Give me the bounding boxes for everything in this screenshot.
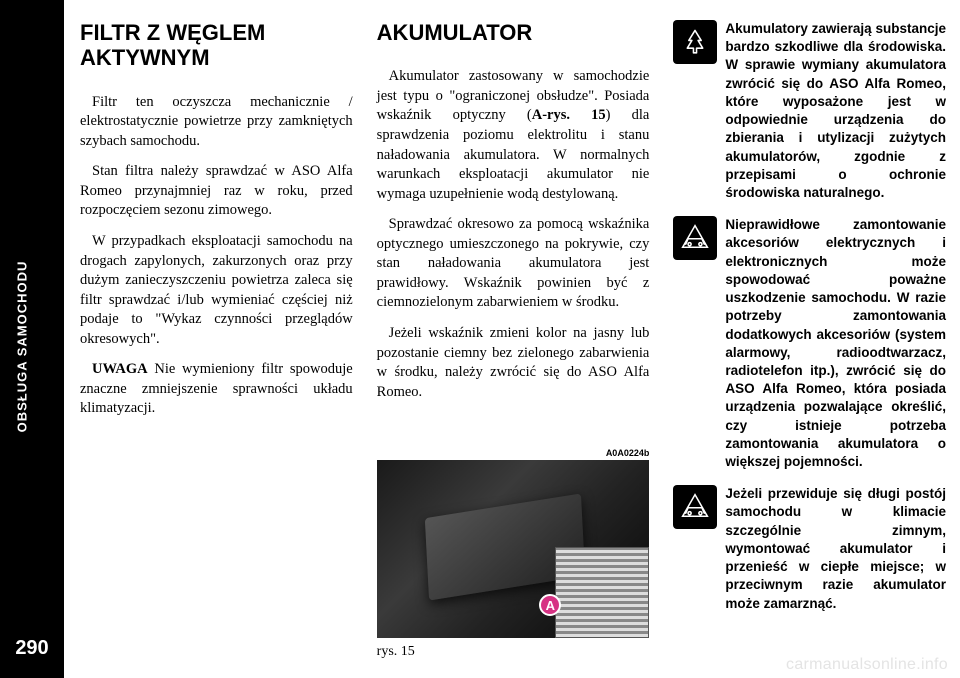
column-1: FILTR Z WĘGLEM AKTYWNYM Filtr ten oczysz… xyxy=(80,20,353,660)
page-content: FILTR Z WĘGLEM AKTYWNYM Filtr ten oczysz… xyxy=(80,20,946,660)
figure-caption: rys. 15 xyxy=(377,644,650,660)
figure-15: A0A0224b A rys. 15 xyxy=(377,448,650,660)
warning-cold-storage: Jeżeli przewiduje się długi postój samoc… xyxy=(673,485,946,613)
para: Sprawdzać okresowo za pomocą wskaźnika o… xyxy=(377,215,650,313)
column-3: Akumulatory zawierają substancje bardzo … xyxy=(673,20,946,660)
battery-photo: A xyxy=(377,460,650,638)
car-warning-icon xyxy=(673,485,717,529)
page-number: 290 xyxy=(0,637,64,660)
warning-recycle: Akumulatory zawierają substancje bardzo … xyxy=(673,20,946,202)
note-label: UWAGA xyxy=(92,361,148,377)
warning-text: Jeżeli przewiduje się długi postój samoc… xyxy=(725,485,946,613)
heading-battery: AKUMULATOR xyxy=(377,20,650,45)
fig-ref: A-rys. 15 xyxy=(532,107,606,123)
para: Jeżeli wskaźnik zmieni kolor na jasny lu… xyxy=(377,324,650,402)
warning-text: Nieprawidłowe zamontowanie akcesoriów el… xyxy=(725,216,946,471)
column-2: AKUMULATOR Akumulator zastosowany w samo… xyxy=(377,20,650,660)
sidebar: OBSŁUGA SAMOCHODU 290 xyxy=(0,0,64,678)
watermark: carmanualsonline.info xyxy=(786,656,948,674)
para: Stan filtra należy sprawdzać w ASO Alfa … xyxy=(80,162,353,221)
para: Akumulator zastosowany w samochodzie jes… xyxy=(377,67,650,204)
recycle-icon xyxy=(673,20,717,64)
warning-text: Akumulatory zawierają substancje bardzo … xyxy=(725,20,946,202)
section-label: OBSŁUGA SAMOCHODU xyxy=(15,261,30,433)
para: W przypadkach eksploatacji samochodu na … xyxy=(80,232,353,349)
para-note: UWAGA Nie wymieniony filtr spowoduje zna… xyxy=(80,360,353,419)
para: Filtr ten oczyszcza mechanicznie / elekt… xyxy=(80,93,353,152)
car-warning-icon xyxy=(673,216,717,260)
marker-a: A xyxy=(539,594,561,616)
figure-code: A0A0224b xyxy=(377,448,650,458)
warning-accessories: Nieprawidłowe zamontowanie akcesoriów el… xyxy=(673,216,946,471)
heading-filter: FILTR Z WĘGLEM AKTYWNYM xyxy=(80,20,353,71)
